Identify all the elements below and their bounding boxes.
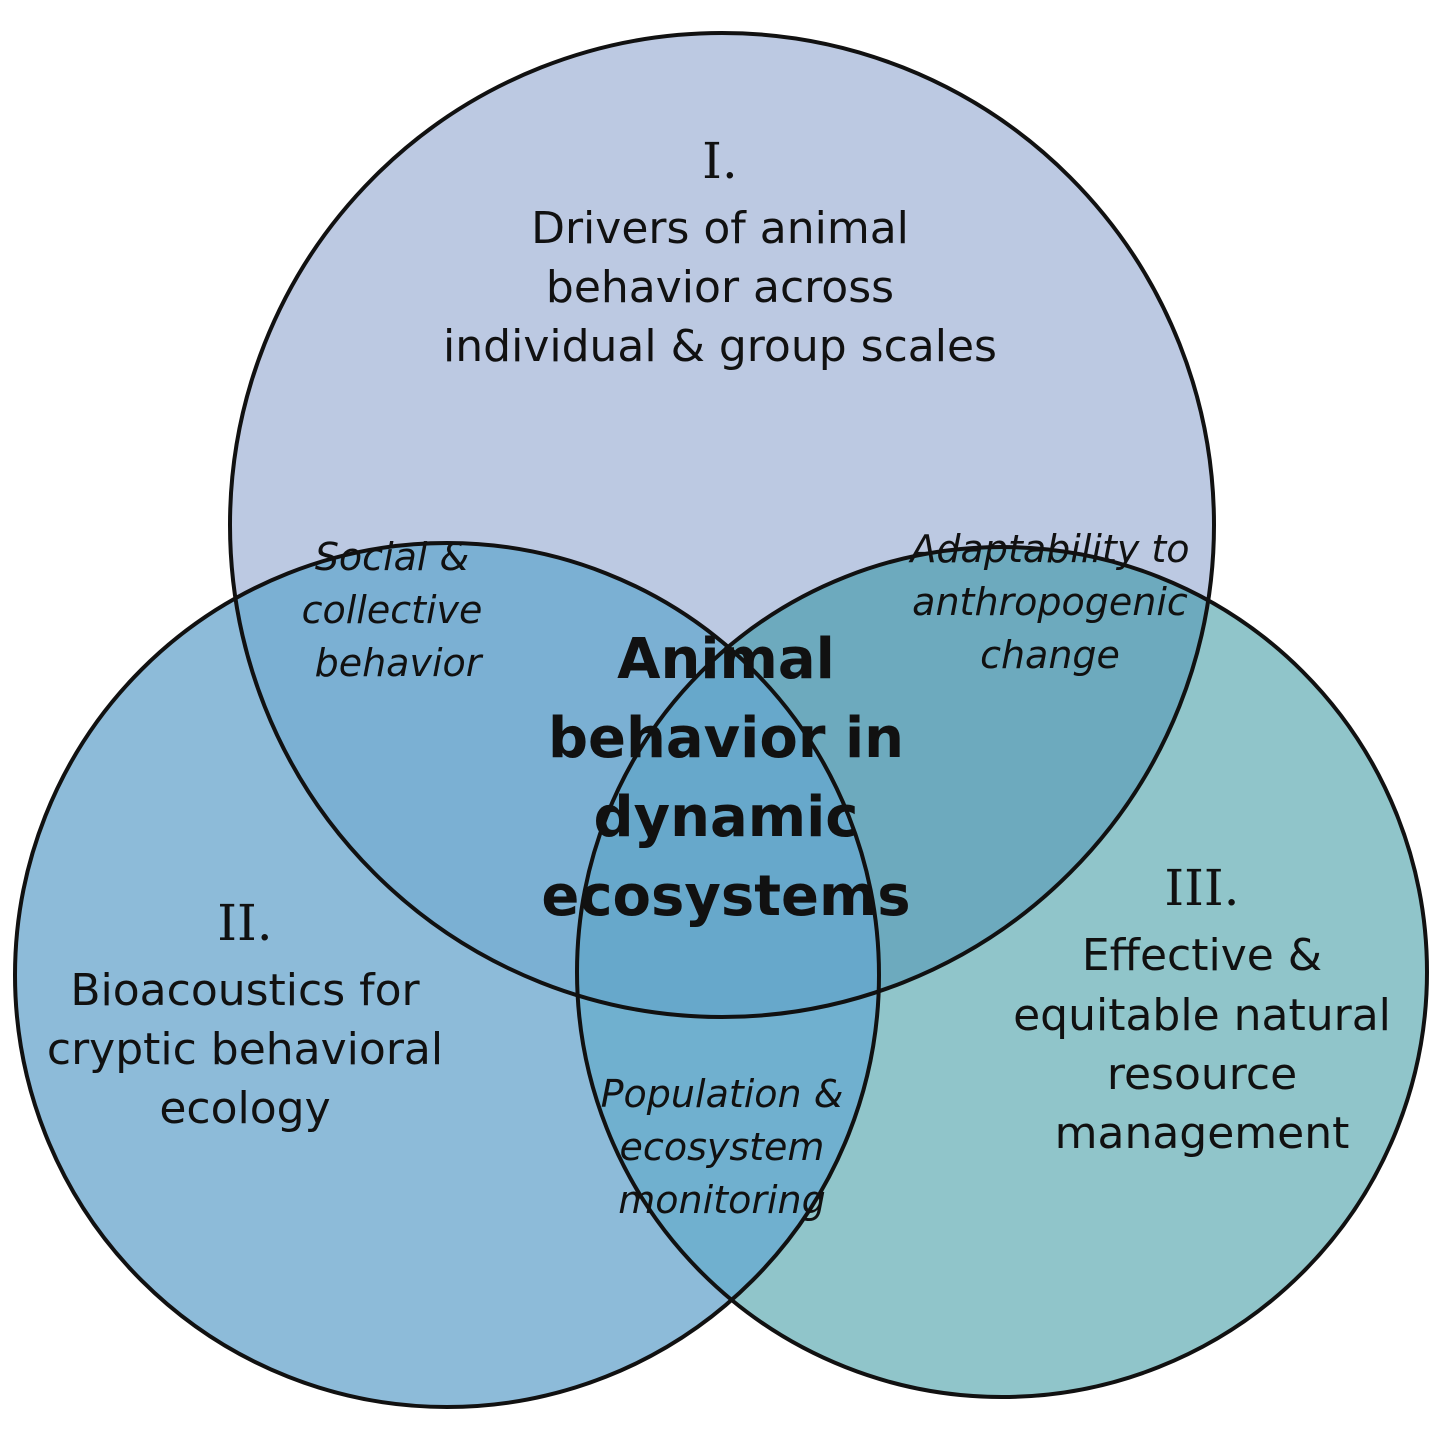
circle-one-line-2: behavior across (546, 262, 894, 313)
circle-one-outline (228, 31, 1216, 1019)
center-line-3: dynamic (594, 785, 859, 850)
circle-three-line-3: resource (1107, 1049, 1297, 1100)
circle-two-line-3: ecology (159, 1083, 330, 1134)
overlap-one-three-line-3: change (980, 633, 1120, 677)
overlap-one-three-line-1: Adaptability to (907, 527, 1189, 571)
circle-one-numeral: I. (702, 132, 738, 190)
overlap-one-two-line-2: collective (302, 588, 483, 632)
circle-two-outline (13, 541, 881, 1409)
circle-three-numeral: III. (1164, 859, 1239, 917)
overlap-two-three-line-3: monitoring (618, 1178, 825, 1222)
center-line-4: ecosystems (541, 864, 910, 929)
circle-three-outline (575, 545, 1429, 1399)
circle-one-line-1: Drivers of animal (531, 203, 909, 254)
circle-two-numeral: II. (217, 894, 272, 952)
center-line-1: Animal (617, 627, 835, 692)
circle-one-line-3: individual & group scales (443, 321, 997, 372)
overlap-center-fill (577, 547, 879, 1017)
overlap-two-three-line-2: ecosystem (620, 1125, 825, 1169)
circle-two-line-2: cryptic behavioral (47, 1024, 443, 1075)
overlap-one-two-line-1: Social & (315, 535, 469, 579)
circle-three-line-1: Effective & (1082, 930, 1322, 981)
overlap-two-three-line-1: Population & (601, 1072, 844, 1116)
circle-three-line-4: management (1055, 1108, 1350, 1159)
center-line-2: behavior in (548, 706, 904, 771)
overlap-one-three-line-2: anthropogenic (912, 580, 1188, 624)
circle-two-line-1: Bioacoustics for (70, 965, 420, 1016)
overlap-one-two-line-3: behavior (315, 641, 484, 685)
circle-three-line-2: equitable natural (1013, 990, 1391, 1041)
